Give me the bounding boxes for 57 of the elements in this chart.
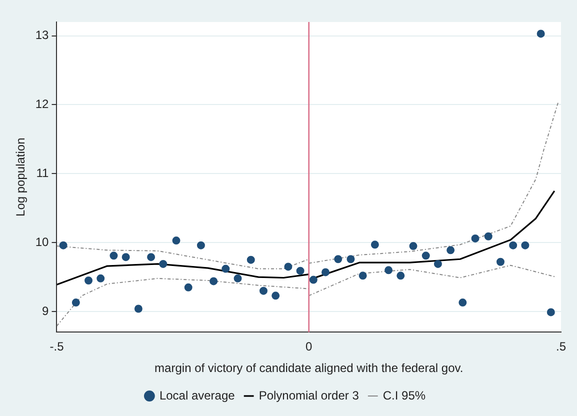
point xyxy=(322,268,330,276)
point xyxy=(409,242,418,250)
point xyxy=(272,292,280,300)
point xyxy=(546,308,555,316)
point xyxy=(159,260,168,268)
x-tick-label: -.5 xyxy=(50,340,64,354)
y-tick-label: 9 xyxy=(42,304,50,318)
y-tick-label: 11 xyxy=(36,166,50,180)
y-tick-label: 13 xyxy=(35,28,50,42)
point xyxy=(446,246,455,254)
point xyxy=(96,274,105,282)
line-series xyxy=(56,246,310,270)
legend-label: C.I 95% xyxy=(382,388,426,402)
y-tick-label: 12 xyxy=(35,97,50,112)
point xyxy=(210,277,218,286)
line-series xyxy=(56,278,310,326)
point xyxy=(509,241,518,250)
point xyxy=(122,253,130,262)
point xyxy=(384,266,393,274)
x-tick-label: .5 xyxy=(556,340,566,354)
point xyxy=(222,264,230,273)
point xyxy=(234,274,242,282)
point xyxy=(370,240,379,249)
point xyxy=(259,286,268,295)
point xyxy=(72,298,80,307)
point xyxy=(458,298,467,307)
point xyxy=(396,272,405,280)
legend-label: Polynomial order 3 xyxy=(258,388,360,402)
point xyxy=(110,252,118,260)
point xyxy=(434,260,442,268)
point xyxy=(309,276,318,284)
line-series xyxy=(308,264,556,296)
point xyxy=(471,234,480,242)
point xyxy=(422,252,430,260)
point xyxy=(134,304,142,313)
point xyxy=(521,241,530,250)
point xyxy=(59,241,68,250)
point xyxy=(296,266,304,275)
x-tick-label: 0 xyxy=(306,340,313,354)
point xyxy=(346,255,355,264)
y-tick-label: 10 xyxy=(35,234,50,249)
x-axis-title: margin of victory of candidate aligned with the federal gov. xyxy=(154,361,464,376)
point xyxy=(496,258,504,266)
y-axis-title: Log population xyxy=(14,138,28,216)
point xyxy=(184,283,192,292)
point xyxy=(172,236,180,245)
point xyxy=(147,253,156,262)
point xyxy=(196,241,205,250)
point xyxy=(334,255,342,264)
point xyxy=(84,276,93,284)
point xyxy=(484,232,492,240)
point xyxy=(246,256,255,264)
point xyxy=(536,30,545,38)
point xyxy=(284,262,292,271)
legend-label: Local average xyxy=(159,388,236,402)
line-series xyxy=(308,100,559,264)
point xyxy=(358,272,367,280)
